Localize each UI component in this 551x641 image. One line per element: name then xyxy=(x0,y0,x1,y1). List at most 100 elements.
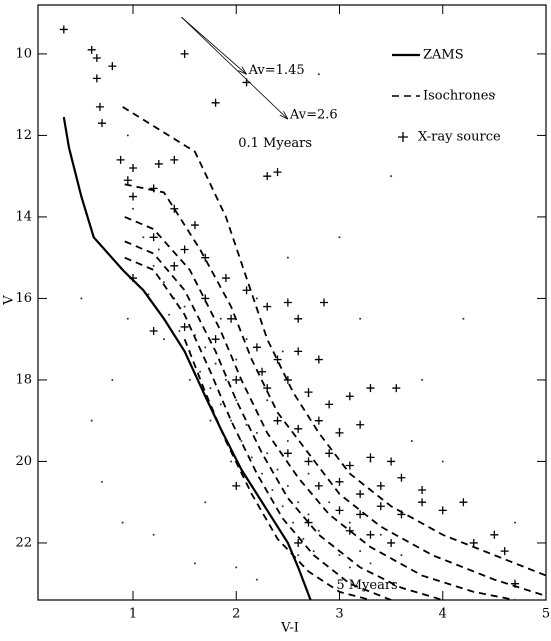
xray-source xyxy=(149,327,158,336)
field-star xyxy=(297,554,300,557)
xray-source xyxy=(232,375,241,384)
field-star xyxy=(90,419,93,422)
field-star xyxy=(348,566,351,569)
xray-source xyxy=(418,485,427,494)
field-star xyxy=(152,533,155,536)
field-star xyxy=(80,297,83,300)
xray-source xyxy=(320,298,329,307)
x-axis-label: V-I xyxy=(280,621,299,636)
xray-source xyxy=(294,538,303,547)
field-star xyxy=(421,378,424,381)
xray-source xyxy=(201,253,210,262)
xray-source xyxy=(128,192,137,201)
field-star xyxy=(255,297,258,300)
xray-source xyxy=(128,164,137,173)
xray-source xyxy=(128,274,137,283)
xray-source xyxy=(314,355,323,364)
field-star xyxy=(359,550,362,553)
field-star xyxy=(209,419,212,422)
field-star xyxy=(390,175,393,178)
field-star xyxy=(400,554,403,557)
xray-source xyxy=(95,102,104,111)
field-star xyxy=(224,378,227,381)
field-star xyxy=(142,236,145,239)
xray-source xyxy=(459,498,468,507)
xray-source xyxy=(170,155,179,164)
xray-source xyxy=(273,355,282,364)
xray-source xyxy=(263,302,272,311)
field-star xyxy=(462,317,465,320)
field-star xyxy=(230,419,233,422)
xray-source xyxy=(170,261,179,270)
field-star xyxy=(178,330,181,333)
field-star xyxy=(255,578,258,581)
xray-source xyxy=(87,45,96,54)
xray-source xyxy=(252,343,261,352)
xray-source xyxy=(314,416,323,425)
xray-source xyxy=(438,506,447,515)
xray-source xyxy=(345,526,354,535)
xray-source xyxy=(418,498,427,507)
field-star xyxy=(235,399,238,402)
zams-line xyxy=(62,116,312,600)
xray-source xyxy=(273,416,282,425)
field-star xyxy=(338,236,341,239)
xray-source xyxy=(356,490,365,499)
y-axis-label: V xyxy=(2,295,17,306)
field-star xyxy=(250,456,253,459)
y-tick-label: 12 xyxy=(15,128,32,143)
xray-source xyxy=(304,388,313,397)
field-star xyxy=(131,207,134,210)
xray-source xyxy=(294,424,303,433)
xray-source xyxy=(376,481,385,490)
legend-label: X-ray source xyxy=(418,130,501,145)
xray-source xyxy=(211,98,220,107)
xray-source xyxy=(387,538,396,547)
xray-source xyxy=(232,481,241,490)
xray-source xyxy=(387,457,396,466)
arrow-head xyxy=(279,111,289,120)
xray-source xyxy=(304,518,313,527)
isochrone xyxy=(124,216,516,600)
xray-source xyxy=(258,367,267,376)
plot-frame xyxy=(37,4,547,601)
x-tick-label: 4 xyxy=(439,607,447,622)
xray-source xyxy=(345,392,354,401)
field-star xyxy=(240,440,243,443)
xray-source xyxy=(325,400,334,409)
xray-source xyxy=(366,453,375,462)
xray-source xyxy=(356,510,365,519)
xray-source xyxy=(92,53,101,62)
xray-source xyxy=(335,428,344,437)
reddening-vector xyxy=(181,16,289,120)
field-star xyxy=(369,562,372,565)
xray-source xyxy=(116,155,125,164)
xray-source xyxy=(273,168,282,177)
xray-source xyxy=(294,347,303,356)
xray-source xyxy=(98,119,107,128)
xray-source xyxy=(490,530,499,539)
y-tick-label: 18 xyxy=(15,372,32,387)
xray-source xyxy=(211,335,220,344)
xray-source xyxy=(366,384,375,393)
field-star xyxy=(204,346,207,349)
annotation: 0.1 Myears xyxy=(238,136,312,151)
field-star xyxy=(307,513,310,516)
xray-source xyxy=(325,449,334,458)
xray-source xyxy=(221,274,230,283)
xray-source xyxy=(500,547,509,556)
xray-source xyxy=(283,375,292,384)
y-tick-label: 22 xyxy=(15,535,32,550)
field-star xyxy=(126,134,129,137)
field-star xyxy=(312,550,315,553)
field-star xyxy=(286,440,289,443)
field-star xyxy=(121,521,124,524)
field-star xyxy=(245,338,248,341)
field-star xyxy=(199,370,202,373)
field-star xyxy=(276,468,279,471)
isochrone xyxy=(122,106,546,577)
field-star xyxy=(317,529,320,532)
xray-source xyxy=(180,49,189,58)
field-star xyxy=(286,484,289,487)
xray-source xyxy=(170,204,179,213)
